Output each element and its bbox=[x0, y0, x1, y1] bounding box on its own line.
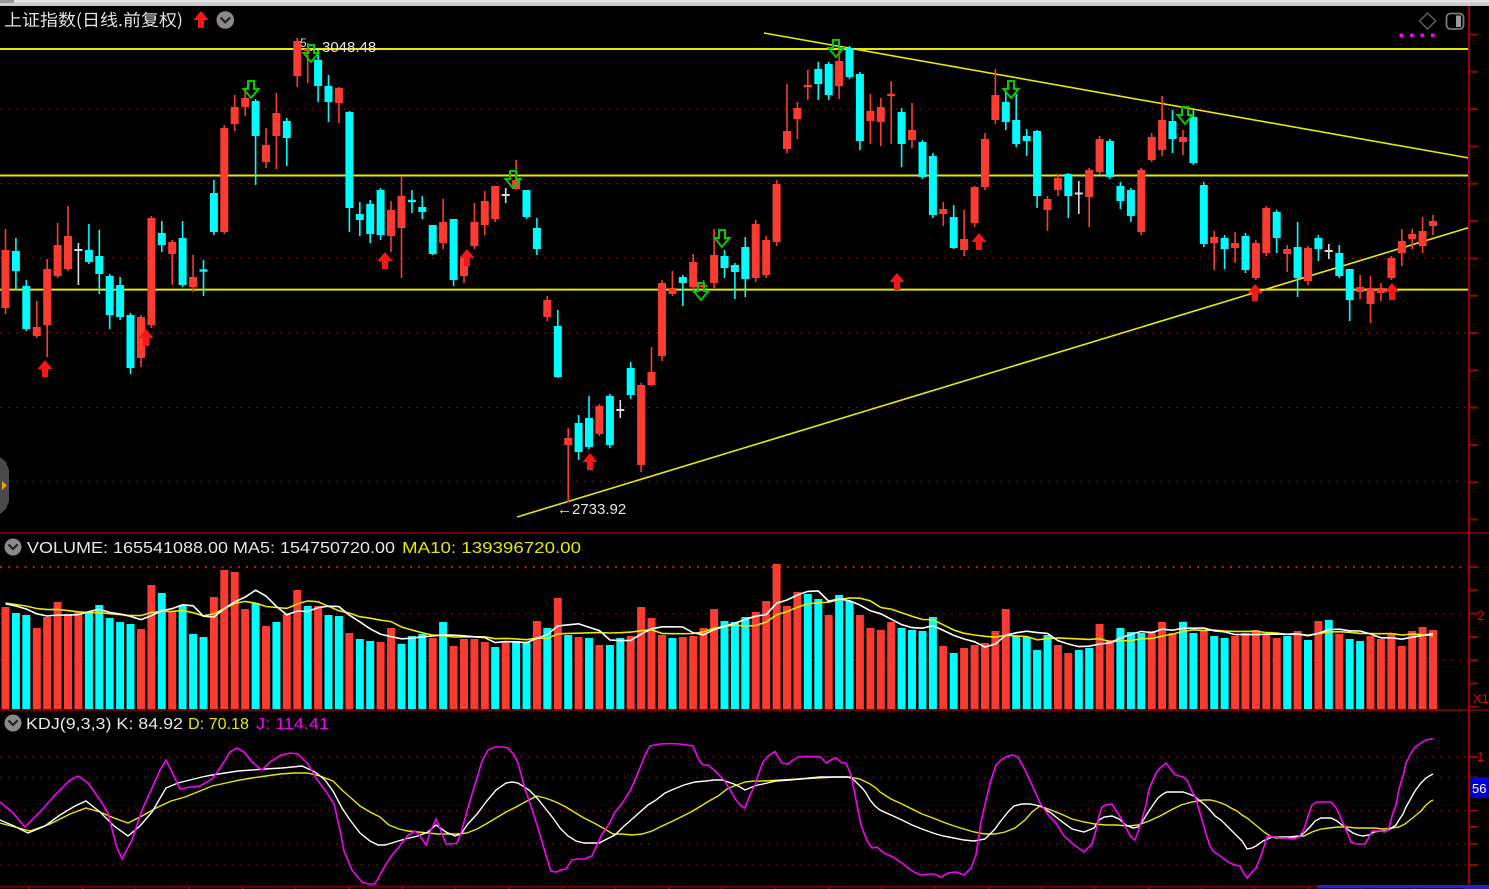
svg-text:J: 114.41: J: 114.41 bbox=[256, 716, 329, 733]
svg-text:D: 70.18: D: 70.18 bbox=[188, 716, 249, 733]
svg-text:X1: X1 bbox=[1473, 691, 1489, 706]
svg-text:KDJ(9,3,3) K: 84.92: KDJ(9,3,3) K: 84.92 bbox=[26, 716, 183, 733]
svg-text:MA10: 139396720.00: MA10: 139396720.00 bbox=[402, 540, 581, 557]
svg-text:←3048.48: ←3048.48 bbox=[307, 39, 376, 56]
svg-text:2: 2 bbox=[1477, 608, 1484, 623]
svg-text:1: 1 bbox=[1477, 749, 1484, 764]
svg-text:5: 5 bbox=[300, 36, 307, 50]
svg-text:56: 56 bbox=[1472, 781, 1486, 796]
svg-text:←2733.92: ←2733.92 bbox=[557, 501, 626, 518]
svg-text:VOLUME: 165541088.00 MA5: 154: VOLUME: 165541088.00 MA5: 154750720.00 bbox=[27, 540, 395, 557]
